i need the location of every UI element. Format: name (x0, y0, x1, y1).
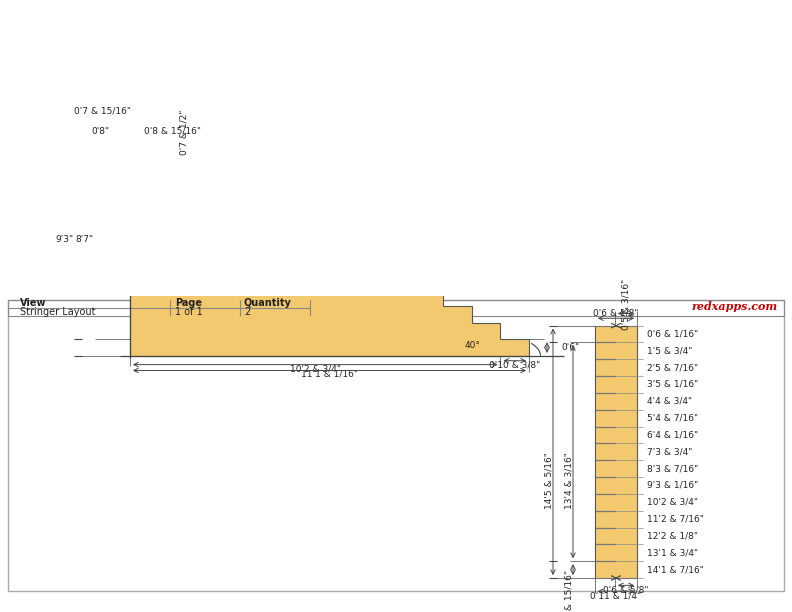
Text: Page: Page (175, 298, 202, 308)
Text: 8'3 & 7/16": 8'3 & 7/16" (647, 464, 699, 473)
Text: 0'6": 0'6" (561, 343, 579, 352)
Polygon shape (130, 124, 529, 356)
Text: 5'4 & 7/16": 5'4 & 7/16" (647, 414, 698, 423)
Text: 14'1 & 7/16": 14'1 & 7/16" (647, 565, 704, 574)
Text: 8'7": 8'7" (76, 235, 94, 244)
Text: 0'11 & 1/4": 0'11 & 1/4" (591, 591, 642, 600)
Text: 4'4 & 3/4": 4'4 & 3/4" (647, 397, 692, 406)
Bar (8, 300, 784, 316)
Text: 0'6 & 5/8": 0'6 & 5/8" (604, 585, 649, 594)
Text: 10'2 & 3/4": 10'2 & 3/4" (290, 364, 341, 373)
Text: 2: 2 (244, 307, 250, 318)
Text: 0'7 & 15/16": 0'7 & 15/16" (74, 107, 131, 116)
Text: 40°: 40° (465, 341, 481, 349)
Text: 13'4 & 3/16": 13'4 & 3/16" (565, 452, 573, 509)
Polygon shape (595, 326, 637, 578)
Text: 14'5 & 5/16": 14'5 & 5/16" (544, 452, 554, 509)
Text: Stringer Layout: Stringer Layout (20, 307, 96, 318)
Text: 6'4 & 1/16": 6'4 & 1/16" (647, 430, 698, 439)
Text: redxapps.com: redxapps.com (692, 301, 778, 312)
Text: 12'2 & 1/8": 12'2 & 1/8" (647, 531, 698, 540)
Text: View: View (20, 298, 47, 308)
Text: 0'10 & 3/8": 0'10 & 3/8" (489, 360, 540, 369)
Text: 10'2 & 3/4": 10'2 & 3/4" (647, 498, 698, 507)
Text: 0'7 & 1/2": 0'7 & 1/2" (180, 110, 189, 155)
Text: 11'1 & 1/16": 11'1 & 1/16" (301, 370, 358, 379)
Text: 11'2 & 7/16": 11'2 & 7/16" (647, 515, 704, 524)
Text: 9'3 & 1/16": 9'3 & 1/16" (647, 481, 699, 490)
Text: 0'8": 0'8" (92, 127, 110, 136)
Text: 9'3": 9'3" (56, 235, 74, 244)
Text: 0'8 & 15/16": 0'8 & 15/16" (144, 127, 201, 136)
Text: 0'7 & 15/16": 0'7 & 15/16" (565, 570, 573, 612)
Text: 0'5 & 3/16": 0'5 & 3/16" (622, 279, 630, 330)
Text: 2'5 & 7/16": 2'5 & 7/16" (647, 363, 698, 372)
Text: Quantity: Quantity (244, 298, 292, 308)
Text: 1 of 1: 1 of 1 (175, 307, 203, 318)
Text: 13'1 & 3/4": 13'1 & 3/4" (647, 548, 698, 558)
Text: 0'6 & 1/16": 0'6 & 1/16" (647, 329, 699, 338)
Text: 7'3 & 3/4": 7'3 & 3/4" (647, 447, 692, 457)
Text: 1'5 & 3/4": 1'5 & 3/4" (647, 346, 692, 356)
Text: 0'6 & 1/8": 0'6 & 1/8" (593, 309, 639, 318)
Text: 3'5 & 1/16": 3'5 & 1/16" (647, 380, 699, 389)
